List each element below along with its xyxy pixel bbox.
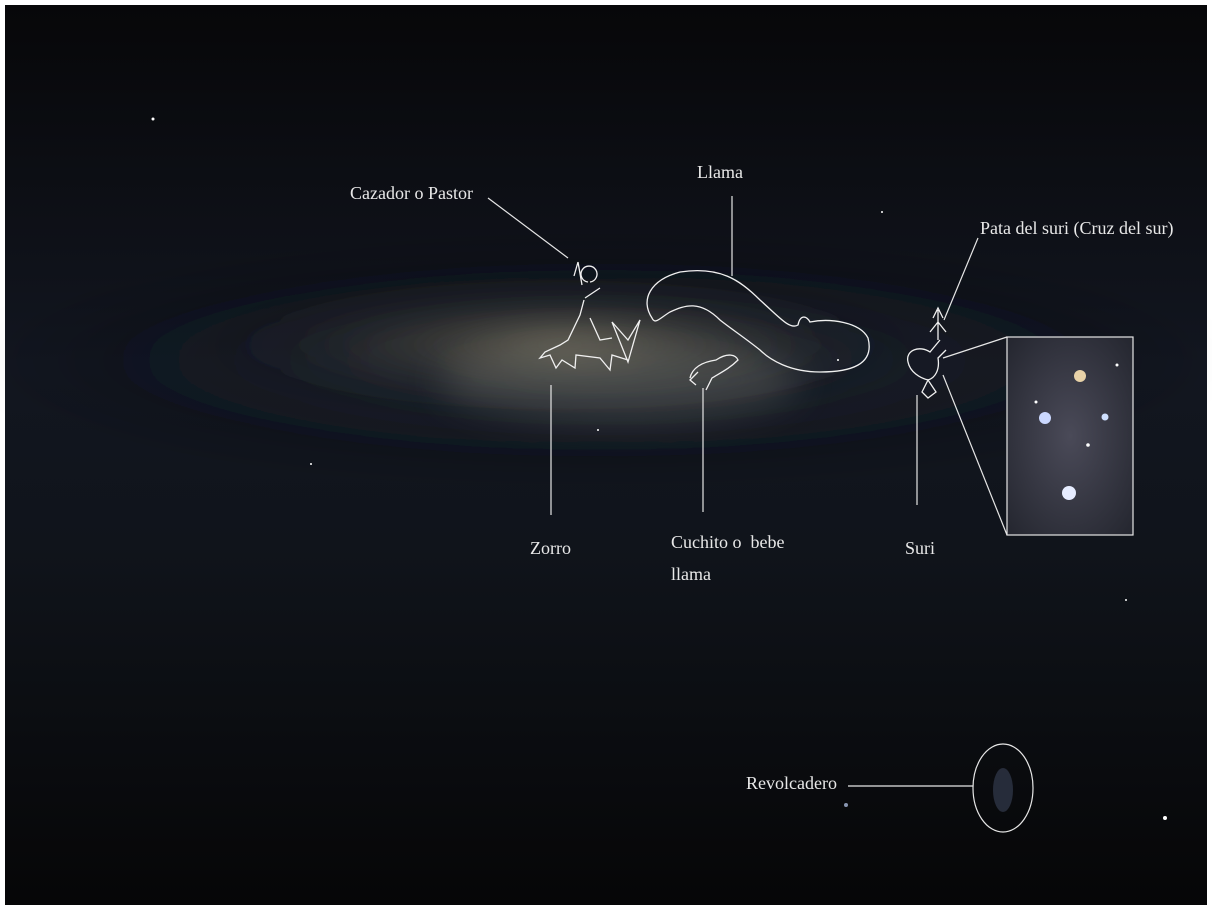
revolcadero-glow	[993, 768, 1013, 812]
label: Revolcadero	[746, 773, 837, 793]
label: Pata del suri (Cruz del sur)	[980, 218, 1173, 239]
star	[1163, 816, 1167, 820]
star	[597, 429, 599, 431]
star	[1086, 443, 1090, 447]
star	[1035, 401, 1038, 404]
inset-zoom	[1007, 337, 1133, 535]
label: Suri	[905, 538, 935, 558]
milky-way-core	[440, 340, 800, 420]
star	[152, 118, 155, 121]
star	[1039, 412, 1051, 424]
star	[1062, 486, 1076, 500]
label: llama	[671, 564, 711, 584]
label: Llama	[697, 162, 743, 182]
label: Zorro	[530, 538, 571, 558]
label: Cuchito o bebe	[671, 532, 784, 552]
label: Cazador o Pastor	[350, 183, 473, 203]
star	[837, 359, 839, 361]
page: Cazador o Pastor Llama Pata del suri (Cr…	[0, 0, 1212, 910]
star	[844, 803, 848, 807]
star	[310, 463, 312, 465]
star	[881, 211, 883, 213]
star	[1074, 370, 1086, 382]
annotated-sky-image: Cazador o Pastor Llama Pata del suri (Cr…	[0, 0, 1212, 910]
star	[1125, 599, 1127, 601]
star	[1116, 364, 1119, 367]
star	[1102, 414, 1109, 421]
